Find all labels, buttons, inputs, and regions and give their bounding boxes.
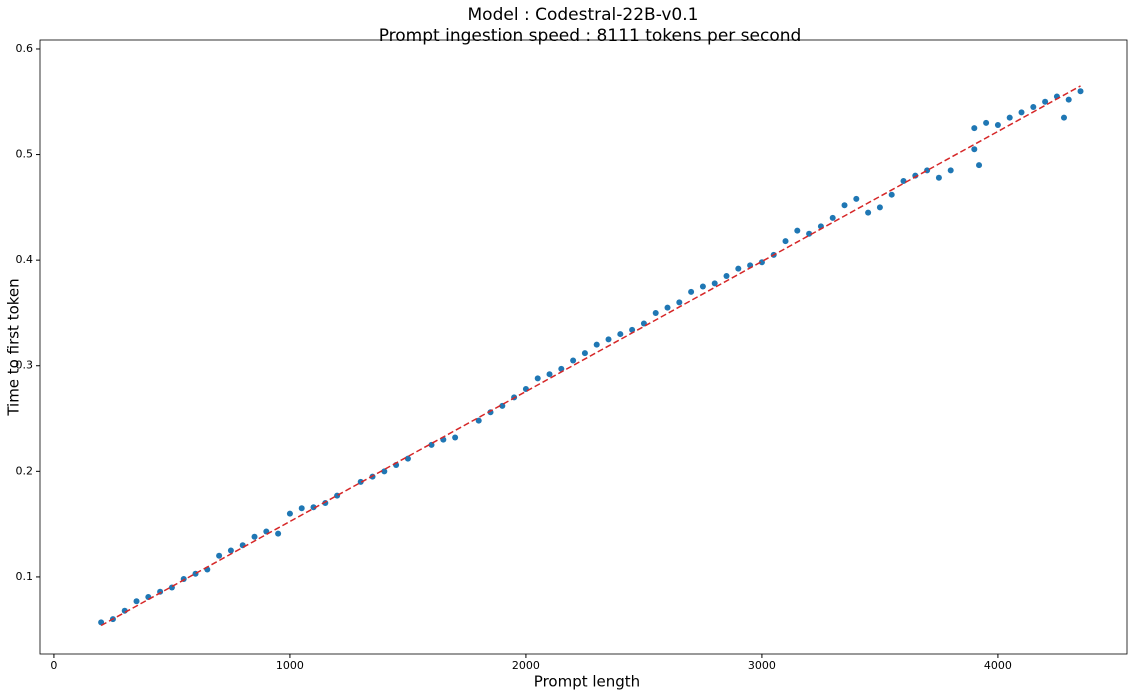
- point: [617, 331, 624, 338]
- point: [983, 119, 990, 126]
- point: [806, 230, 813, 237]
- x-tick-label: 2000: [512, 659, 540, 672]
- point: [452, 434, 459, 441]
- point: [275, 530, 282, 537]
- y-tick-label: 0.1: [16, 570, 34, 583]
- point: [652, 309, 659, 316]
- point: [227, 547, 234, 554]
- x-tick-label: 3000: [748, 659, 776, 672]
- x-tick-label: 1000: [276, 659, 304, 672]
- x-tick-label: 4000: [984, 659, 1012, 672]
- point: [865, 209, 872, 216]
- point: [310, 504, 317, 511]
- x-axis-label: Prompt length: [534, 673, 640, 691]
- y-tick-label: 0.4: [16, 253, 34, 266]
- chart-title: Model : Codestral-22B-v0.1: [468, 5, 699, 25]
- point: [1077, 88, 1084, 95]
- point: [947, 167, 954, 174]
- point: [841, 202, 848, 209]
- point: [971, 125, 978, 132]
- point: [829, 214, 836, 221]
- point: [593, 341, 600, 348]
- point: [570, 357, 577, 364]
- point: [1060, 114, 1067, 121]
- point: [1018, 109, 1025, 116]
- point: [534, 375, 541, 382]
- point: [381, 468, 388, 475]
- point: [216, 552, 223, 559]
- point: [298, 505, 305, 512]
- point: [888, 191, 895, 198]
- point: [935, 174, 942, 181]
- point: [251, 533, 258, 540]
- point: [546, 371, 553, 378]
- x-tick-label: 0: [50, 659, 57, 672]
- point: [664, 304, 671, 311]
- y-axis-label: Time to first token: [5, 278, 23, 416]
- point: [676, 299, 683, 306]
- point: [876, 204, 883, 211]
- chart-subtitle: Prompt ingestion speed : 8111 tokens per…: [379, 26, 802, 46]
- point: [404, 455, 411, 462]
- point: [900, 177, 907, 184]
- point: [853, 195, 860, 202]
- y-tick-label: 0.3: [16, 359, 34, 372]
- point: [581, 350, 588, 357]
- y-tick-label: 0.2: [16, 464, 34, 477]
- point: [1065, 96, 1072, 103]
- point: [357, 478, 364, 485]
- point: [794, 227, 801, 234]
- point: [286, 510, 293, 517]
- point: [605, 336, 612, 343]
- point: [688, 288, 695, 295]
- point: [1006, 114, 1013, 121]
- point: [239, 542, 246, 549]
- plot-frame: [39, 39, 1128, 655]
- point: [976, 162, 983, 169]
- point: [924, 167, 931, 174]
- y-tick-label: 0.5: [16, 148, 34, 161]
- point: [711, 280, 718, 287]
- point: [994, 121, 1001, 128]
- point: [723, 272, 730, 279]
- point: [735, 265, 742, 272]
- point: [1030, 104, 1037, 111]
- y-tick-label: 0.6: [16, 42, 34, 55]
- fit-line: [100, 85, 1081, 627]
- point: [1042, 98, 1049, 105]
- point: [133, 598, 140, 605]
- point: [971, 146, 978, 153]
- point: [699, 283, 706, 290]
- point: [782, 238, 789, 245]
